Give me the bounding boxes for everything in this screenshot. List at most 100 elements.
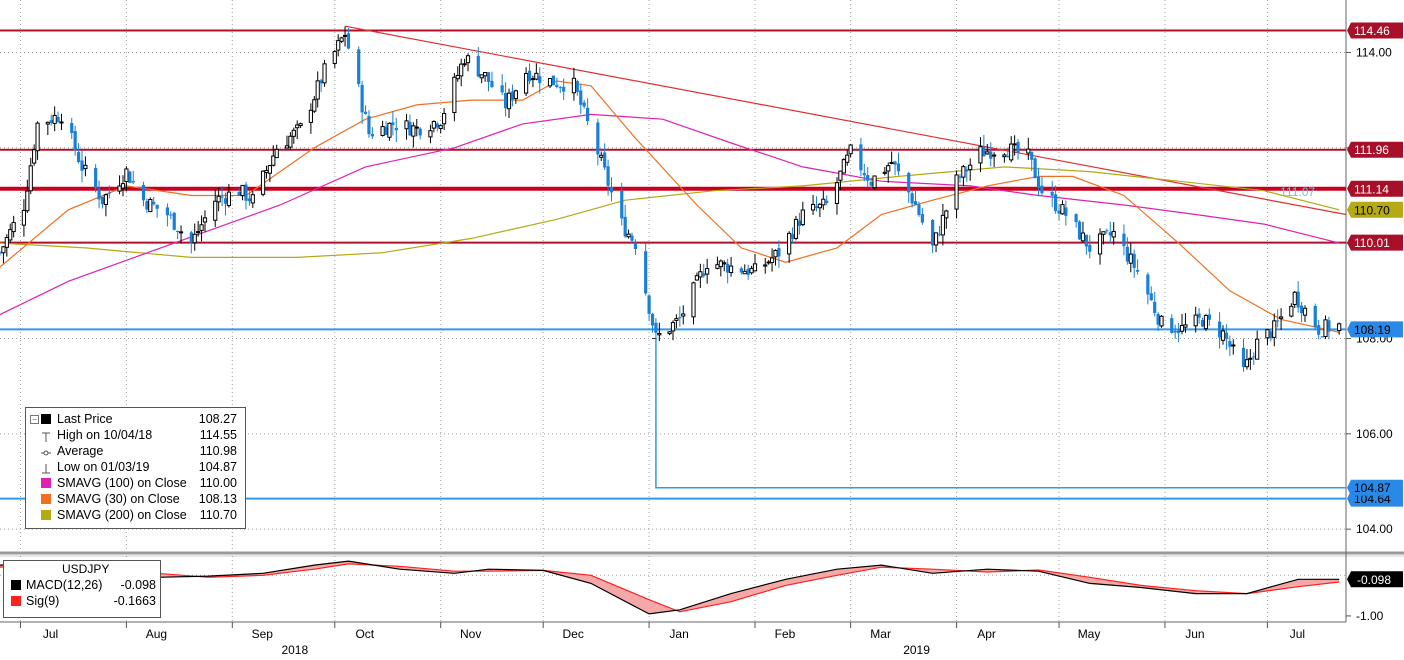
- candle-body: [452, 76, 457, 113]
- candle-body: [681, 313, 686, 317]
- candle-body: [169, 214, 173, 216]
- candle-body: [562, 86, 566, 92]
- candle-body: [978, 146, 983, 164]
- candle-body: [654, 322, 658, 333]
- candle-body: [766, 261, 771, 264]
- candle-body: [633, 242, 638, 249]
- candle-body: [260, 170, 266, 195]
- candle-body: [357, 49, 361, 85]
- candle-body: [438, 125, 443, 130]
- candle-body: [1228, 341, 1232, 347]
- candle-body: [596, 122, 600, 155]
- candle-body: [264, 170, 269, 174]
- candle-body: [678, 317, 682, 319]
- candle-body: [271, 155, 276, 166]
- legend-label: Sig(9): [26, 594, 60, 608]
- candle-body: [1111, 230, 1116, 238]
- candle-body: [534, 72, 539, 80]
- candle-body: [530, 78, 536, 81]
- candle-body: [555, 84, 559, 87]
- month-label: Dec: [563, 627, 584, 641]
- candle-body: [155, 204, 159, 209]
- candle-body: [1016, 141, 1020, 153]
- candle-body: [411, 125, 416, 137]
- candle-body: [196, 231, 201, 234]
- candle-body: [332, 50, 337, 64]
- candle-body: [56, 116, 60, 122]
- candle-body: [989, 151, 993, 159]
- candle-body: [1244, 359, 1250, 368]
- legend-row: Low on 01/03/19 104.87: [26, 459, 245, 475]
- legend-value: 114.55: [199, 428, 237, 442]
- candle-body: [728, 265, 734, 274]
- legend-collapse-icon[interactable]: −: [30, 415, 39, 424]
- legend-value: 110.00: [199, 476, 237, 490]
- candle-body: [694, 275, 700, 281]
- candle-body: [486, 72, 491, 82]
- candle-body: [0, 252, 2, 254]
- candle-body: [886, 165, 891, 172]
- candle-body: [859, 144, 863, 171]
- candle-body: [1276, 320, 1280, 322]
- candle-body: [52, 114, 57, 124]
- legend-swatch-icon: [11, 580, 21, 590]
- candle-body: [547, 77, 553, 87]
- candle-body: [848, 144, 853, 155]
- candle-body: [141, 185, 146, 201]
- candle-body: [1179, 325, 1185, 332]
- legend-swatch-icon: [41, 414, 51, 424]
- month-label: May: [1078, 627, 1101, 641]
- macd-line: [0, 560, 1340, 615]
- candle-body: [1159, 315, 1164, 327]
- candle-body: [551, 75, 556, 86]
- candle-body: [148, 198, 153, 213]
- macd-tick-label: -1.00: [1356, 609, 1384, 623]
- candle-body: [1097, 233, 1103, 255]
- candle-body: [889, 161, 894, 164]
- candle-body: [267, 165, 272, 174]
- candle-body: [845, 154, 850, 163]
- candle-body: [1248, 357, 1253, 360]
- candle-body: [657, 333, 662, 336]
- average-marker-icon: [41, 446, 51, 456]
- candle-body: [165, 207, 169, 216]
- candle-body: [339, 37, 344, 42]
- candle-body: [80, 160, 84, 171]
- candle-body: [35, 122, 40, 152]
- candle-body: [1327, 320, 1331, 332]
- candle-body: [363, 111, 368, 114]
- candle-body: [644, 251, 648, 294]
- candle-body: [1105, 230, 1109, 232]
- candle-body: [483, 72, 488, 77]
- candle-body: [1002, 154, 1007, 158]
- candle-body: [384, 126, 388, 136]
- candle-body: [391, 122, 395, 126]
- legend-value: 110.70: [199, 508, 237, 522]
- price-tick-label: 104.00: [1356, 522, 1393, 536]
- candle-body: [418, 128, 422, 136]
- candle-body: [490, 80, 494, 87]
- candle-body: [1173, 330, 1177, 333]
- candle-body: [985, 151, 990, 155]
- candle-body: [670, 322, 676, 332]
- candle-body: [773, 249, 778, 258]
- candle-body: [742, 270, 747, 275]
- candle-body: [1193, 314, 1198, 327]
- candle-body: [691, 282, 696, 318]
- candle-body: [70, 122, 74, 134]
- legend-value: -0.1663: [113, 594, 156, 608]
- candle-body: [579, 90, 583, 105]
- candle-body: [237, 191, 241, 196]
- legend-value: 108.27: [198, 412, 237, 426]
- candle-body: [1203, 314, 1209, 330]
- candle-body: [787, 232, 792, 255]
- candle-body: [298, 123, 303, 126]
- candle-body: [931, 220, 935, 246]
- level-flag-label: 108.19: [1354, 323, 1391, 337]
- candle-body: [585, 107, 590, 122]
- price-flag-bg: [1347, 201, 1403, 218]
- candle-body: [1302, 307, 1308, 316]
- candle-body: [1156, 313, 1160, 325]
- legend-row: Sig(9) -0.1663: [4, 593, 160, 609]
- price-flag-label: 110.70: [1354, 203, 1390, 217]
